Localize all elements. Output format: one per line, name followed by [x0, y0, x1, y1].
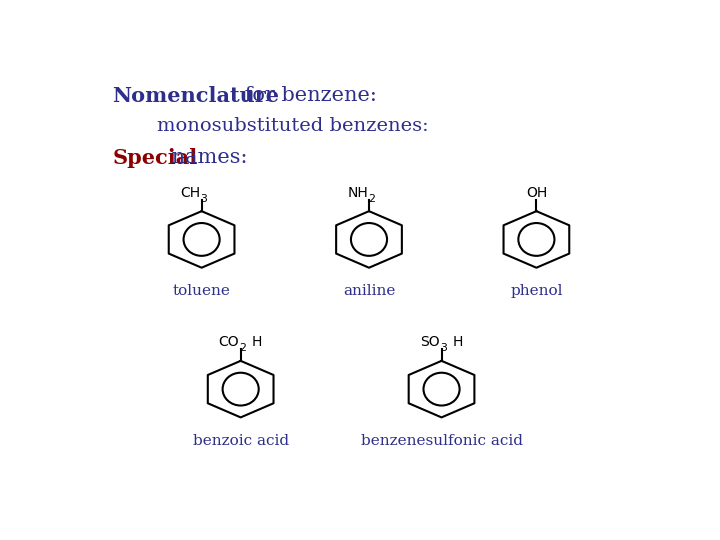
Text: names:: names: — [166, 148, 248, 167]
Text: OH: OH — [526, 186, 547, 199]
Text: toluene: toluene — [173, 285, 230, 298]
Text: for benzene:: for benzene: — [238, 85, 377, 105]
Text: CO: CO — [218, 335, 239, 349]
Text: phenol: phenol — [510, 285, 562, 298]
Text: 3: 3 — [440, 343, 446, 353]
Text: benzenesulfonic acid: benzenesulfonic acid — [361, 434, 523, 448]
Text: Nomenclature: Nomenclature — [112, 85, 279, 106]
Text: monosubstituted benzenes:: monosubstituted benzenes: — [157, 117, 428, 135]
Text: CH: CH — [180, 186, 200, 199]
Text: Special: Special — [112, 148, 197, 168]
Text: NH: NH — [347, 186, 368, 199]
Text: H: H — [452, 335, 462, 349]
Text: aniline: aniline — [343, 285, 395, 298]
Text: benzoic acid: benzoic acid — [192, 434, 289, 448]
Text: 2: 2 — [239, 343, 246, 353]
Text: SO: SO — [420, 335, 440, 349]
Text: 3: 3 — [200, 194, 207, 204]
Text: 2: 2 — [368, 194, 374, 204]
Text: H: H — [251, 335, 261, 349]
